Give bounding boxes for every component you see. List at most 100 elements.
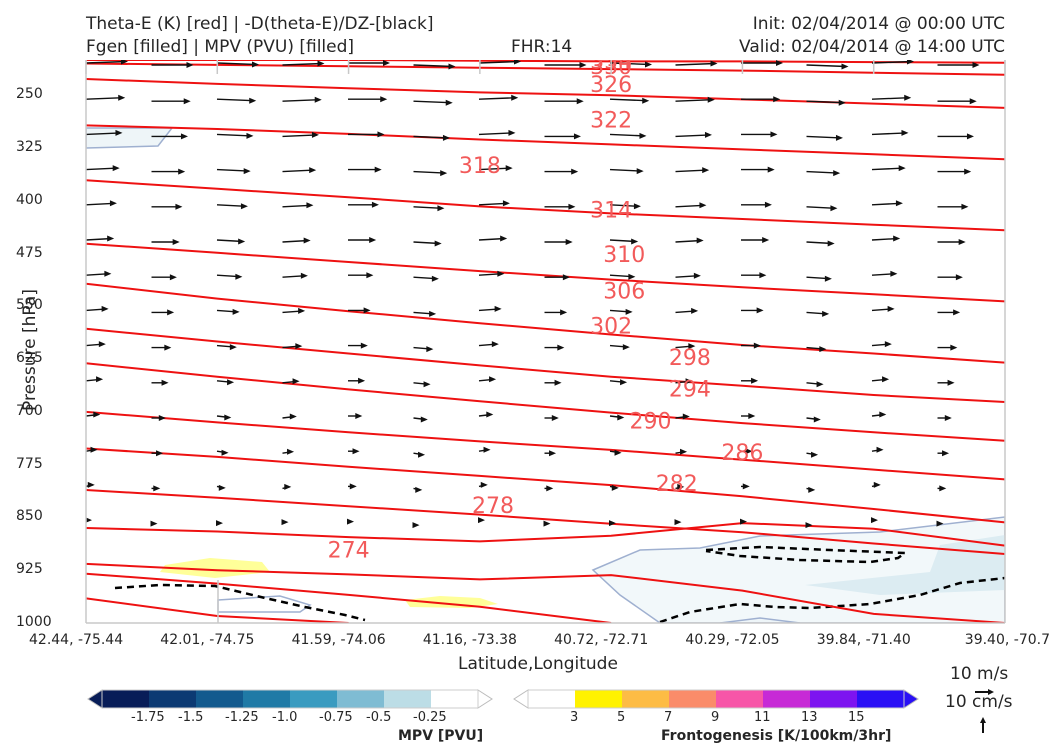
wind-arrowhead — [486, 411, 494, 418]
wind-arrowhead — [281, 519, 289, 526]
init-time: Init: 02/04/2014 @ 00:00 UTC — [752, 14, 1005, 34]
wind-arrowhead — [819, 346, 827, 353]
wind-arrowhead — [494, 305, 502, 312]
wind-arrowhead — [677, 483, 685, 490]
wind-arrowhead — [628, 273, 636, 280]
y-tick-label: 775 — [16, 455, 43, 472]
wind-arrow — [871, 132, 907, 136]
theta-e-label: 310 — [603, 243, 645, 268]
theta-e-label: 274 — [328, 539, 370, 564]
theta-e-label: 322 — [590, 109, 632, 134]
wind-arrowhead — [172, 239, 180, 245]
fgen-colorbar-tick: 5 — [617, 710, 626, 725]
x-tick-label: 41.59, -74.06 — [291, 632, 386, 648]
wind-arrowhead — [685, 378, 693, 385]
wind-arrow — [282, 62, 323, 66]
wind-arrowhead — [298, 307, 306, 314]
fgen-colorbar-tick: 3 — [570, 710, 579, 725]
wind-arrowhead — [221, 449, 229, 456]
wind-arrow — [282, 134, 317, 138]
wind-arrow — [282, 169, 315, 173]
wind-arrow — [478, 167, 511, 171]
wind-arrowhead — [764, 201, 772, 208]
y-tick-label: 325 — [16, 138, 43, 155]
wind-arrowhead — [360, 342, 368, 349]
wind-arrowhead — [178, 168, 186, 175]
x-tick-label: 42.44, -75.44 — [29, 632, 124, 648]
dz-contour-left — [114, 583, 366, 622]
fgen-colorbar-tick: 15 — [848, 710, 865, 725]
x-tick-label: 39.84, -71.40 — [816, 632, 911, 648]
wind-arrowhead — [93, 411, 101, 418]
wind-arrowhead — [811, 451, 819, 458]
mpv-region-upper-left — [86, 127, 174, 149]
wind-arrowhead — [636, 168, 644, 175]
wind-arrowhead — [175, 203, 183, 210]
wind-arrowhead — [693, 272, 701, 279]
theta-e-label: 282 — [656, 472, 698, 497]
wind-arrowhead — [549, 450, 557, 457]
fgen-colorbar-tick: 13 — [801, 710, 818, 725]
wind-arrow — [282, 99, 320, 102]
wind-arrowhead — [101, 305, 109, 312]
wind-arrowhead — [478, 517, 485, 524]
y-axis-label: Pressure [hPa] — [20, 289, 40, 411]
wind-arrowhead — [418, 451, 426, 458]
wind-arrowhead — [445, 99, 453, 106]
wind-arrowhead — [227, 379, 235, 386]
x-tick-label: 39.40, -70.7 — [964, 632, 1050, 648]
wind-arrowhead — [380, 96, 388, 103]
y-tick-label: 250 — [16, 86, 43, 103]
colorbar-swatch — [763, 690, 811, 708]
wind-arrowhead — [707, 96, 715, 103]
wind-arrowhead — [284, 483, 292, 490]
theta-e-label: 294 — [669, 378, 711, 403]
wind-arrowhead — [434, 240, 442, 247]
wind-arrowhead — [355, 413, 363, 419]
theta-e-contour-334 — [86, 60, 1005, 64]
wind-arrowhead — [358, 377, 366, 384]
wind-arrowhead — [252, 61, 259, 68]
wind-arrowhead — [770, 131, 778, 138]
wind-arrowhead — [554, 379, 562, 386]
wind-arrow — [675, 99, 713, 102]
wind-arrow — [86, 167, 118, 171]
wind-arrowhead — [546, 485, 554, 492]
wind-arrowhead — [243, 168, 251, 175]
theta-e-label: 278 — [472, 494, 514, 519]
title-line-2: Fgen [filled] | MPV (PVU) [filled] — [86, 37, 355, 57]
wind-arrowhead — [557, 344, 565, 351]
wind-arrowhead — [249, 97, 257, 104]
wind-arrowhead — [121, 60, 128, 65]
wind-arrowhead — [950, 344, 958, 351]
wind-arrowhead — [805, 522, 813, 529]
wind-arrowhead — [776, 60, 783, 66]
wind-arrow — [806, 135, 841, 139]
wind-arrowhead — [565, 239, 573, 245]
theta-e-label: 326 — [590, 73, 632, 98]
forecast-hour: FHR:14 — [511, 37, 573, 57]
wind-arrowhead — [369, 237, 377, 243]
wind-arrowhead — [969, 98, 977, 105]
theta-e-contour-294 — [86, 447, 1005, 524]
wind-arrow — [806, 170, 839, 174]
theta-e-contour-310 — [86, 282, 1005, 364]
theta-e-contour-322 — [86, 124, 1005, 161]
wind-arrowhead — [87, 481, 95, 488]
colorbar-swatch — [857, 690, 905, 708]
wind-arrowhead — [107, 235, 115, 242]
wind-arrowhead — [502, 200, 510, 207]
wind-arrowhead — [229, 344, 237, 351]
theta-e-label: 298 — [669, 346, 711, 371]
wind-arrowhead — [756, 307, 764, 314]
colorbar-swatch — [384, 690, 432, 708]
wind-arrow — [86, 60, 127, 64]
wind-arrowhead — [876, 446, 884, 453]
wind-arrow — [478, 97, 517, 100]
wind-arrowhead — [882, 376, 890, 383]
wind-arrowhead — [645, 61, 652, 68]
vertical-key-arrowhead — [980, 717, 986, 723]
wind-arrowhead — [688, 343, 696, 350]
mpv-colorbar-tick: -1.0 — [272, 710, 298, 725]
wind-arrowhead — [625, 308, 633, 315]
